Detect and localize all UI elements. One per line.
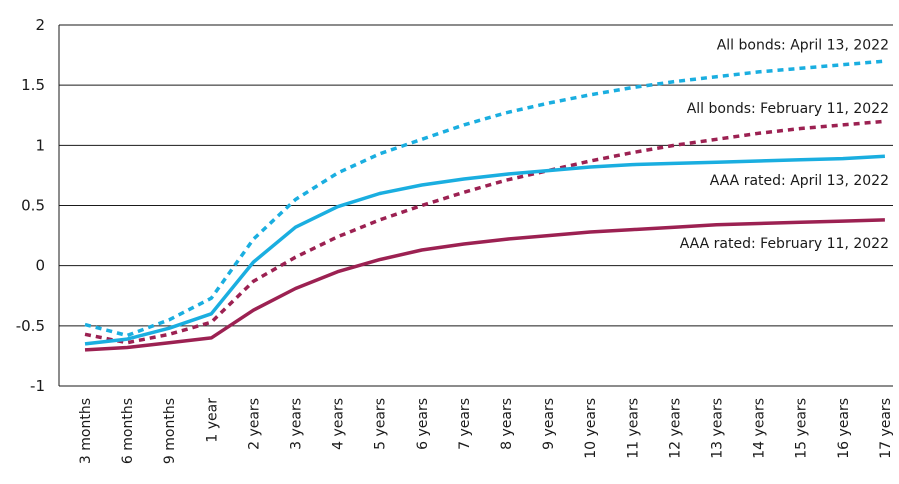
x-tick-label: 5 years <box>373 398 389 450</box>
x-tick-label: 17 years <box>878 398 894 459</box>
series-label-4: AAA rated: February 11, 2022 <box>680 236 889 252</box>
x-tick-label: 15 years <box>794 398 810 459</box>
x-tick-label: 10 years <box>583 398 599 459</box>
x-tick-label: 3 months <box>78 398 94 464</box>
y-tick-label: 1.5 <box>21 76 45 94</box>
series-label-1: All bonds: April 13, 2022 <box>717 37 889 53</box>
x-tick-label: 4 years <box>331 398 347 450</box>
series-line-2 <box>84 119 886 345</box>
x-tick-label: 6 years <box>415 398 431 450</box>
x-tick-label: 11 years <box>625 398 641 459</box>
x-tick-label: 12 years <box>667 398 683 459</box>
series-line-4 <box>84 218 885 352</box>
x-tick-label: 9 months <box>162 398 178 464</box>
x-tick-label: 16 years <box>836 398 852 459</box>
y-tick-label: 2 <box>35 16 45 34</box>
y-tick-label: 0 <box>35 257 45 275</box>
series-lines <box>84 59 886 352</box>
x-tick-label: 8 years <box>499 398 515 450</box>
x-tick-label: 2 years <box>246 398 262 450</box>
x-tick-label: 1 year <box>204 398 220 443</box>
y-tick-label: -1 <box>30 377 45 395</box>
y-tick-label: 1 <box>35 136 45 154</box>
series-line-3 <box>84 154 885 346</box>
x-axis-ticks: 3 months 6 months 9 months 1 year 2 years 3 y… <box>78 398 894 464</box>
x-tick-label: 7 years <box>457 398 473 450</box>
series-label-3: AAA rated: April 13, 2022 <box>710 173 889 189</box>
y-axis-ticks: -1 -0.5 0 0.5 1 1.5 2 <box>16 16 45 395</box>
y-tick-label: -0.5 <box>16 317 45 335</box>
x-tick-label: 9 years <box>541 398 557 450</box>
x-tick-label: 13 years <box>710 398 726 459</box>
gridlines <box>58 24 893 387</box>
x-tick-label: 14 years <box>752 398 768 459</box>
y-tick-label: 0.5 <box>21 197 45 215</box>
x-tick-label: 3 years <box>289 398 305 450</box>
x-tick-label: 6 months <box>120 398 136 464</box>
series-line-1 <box>84 59 886 338</box>
series-labels: All bonds: April 13, 2022 All bonds: Febr… <box>680 37 889 252</box>
series-label-2: All bonds: February 11, 2022 <box>687 101 889 117</box>
